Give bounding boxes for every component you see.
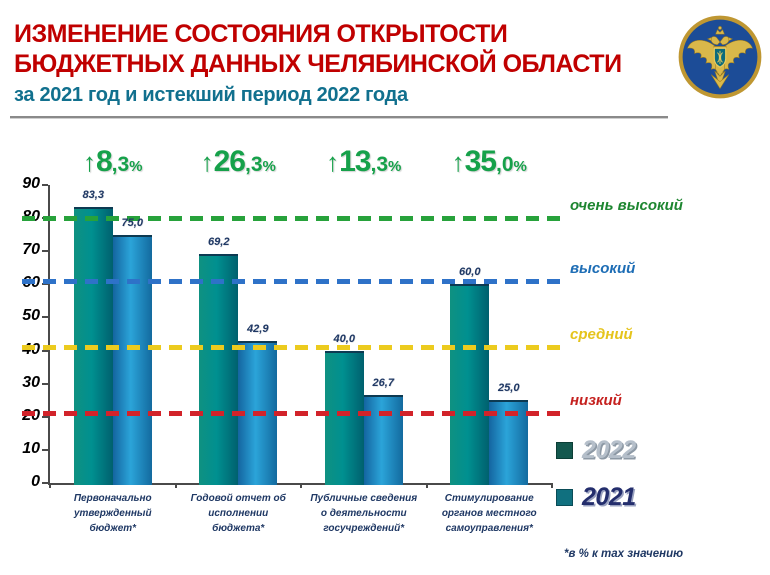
y-axis-tick-label: 70	[22, 241, 40, 259]
header-divider	[10, 116, 668, 119]
y-axis-tick	[42, 283, 48, 286]
y-axis-tick-label: 90	[22, 175, 40, 192]
bar-2022-3	[324, 350, 364, 485]
bar-value-label: 60,0	[459, 266, 481, 279]
y-axis-tick	[42, 349, 48, 352]
growth-percent-label: ↑8,3%	[43, 145, 183, 179]
y-axis-tick-label: 10	[22, 439, 40, 457]
page-title-line-2: БЮДЖЕТНЫХ ДАННЫХ ЧЕЛЯБИНСКОЙ ОБЛАСТИ	[14, 50, 622, 78]
y-axis-tick-label: 50	[22, 307, 40, 325]
bar-value-label: 25,0	[498, 382, 520, 395]
threshold-label: высокий	[570, 260, 636, 278]
bar-value-label: 42,9	[247, 322, 269, 335]
y-axis-tick	[42, 250, 48, 253]
growth-dec: ,3	[370, 153, 389, 176]
y-axis-tick	[42, 382, 48, 385]
growth-arrow: ↑	[326, 147, 340, 177]
legend-swatch-2022	[556, 442, 573, 459]
bar-2021-3	[363, 394, 403, 485]
legend-item-2022: 2022	[556, 436, 636, 465]
growth-percent-label: ↑35,0%	[419, 145, 559, 179]
bar-value-label: 75,0	[121, 216, 143, 229]
growth-pct: %	[513, 158, 527, 175]
x-axis-tick	[49, 483, 51, 488]
bar-value-label: 40,0	[333, 332, 355, 345]
growth-dec: ,0	[496, 153, 514, 176]
category-label: Стимулирование органов местного самоупра…	[441, 493, 537, 534]
threshold-line-очень-высокий	[22, 216, 560, 222]
growth-percent-label: ↑26,3%	[168, 145, 308, 179]
growth-pct: %	[388, 158, 402, 175]
legend-item-2021: 2021	[556, 483, 636, 512]
threshold-line-средний	[22, 345, 560, 351]
bar-value-label: 83,3	[82, 189, 104, 202]
growth-main: 13	[339, 145, 371, 178]
bar-2021-1	[112, 234, 152, 485]
category-label: Годовой отчет об исполнении бюджета*	[190, 493, 286, 534]
growth-main: 26	[213, 145, 246, 178]
growth-pct: %	[262, 158, 276, 175]
threshold-label: очень высокий	[570, 197, 683, 215]
growth-dec: ,3	[111, 153, 130, 176]
growth-arrow: ↑	[82, 147, 96, 177]
category-label: Первоначально утвержденный бюджет*	[73, 493, 152, 534]
bar-chart-plot-area: 010203040506070809083,369,240,060,075,04…	[22, 145, 683, 534]
growth-arrow: ↑	[200, 147, 214, 177]
y-axis-tick-label: 30	[22, 373, 40, 391]
growth-percent-label: ↑13,3%	[294, 145, 434, 179]
y-axis-tick	[42, 316, 48, 319]
page-subtitle: за 2021 год и истекший период 2022 года	[14, 84, 408, 106]
chart-legend: 2022 2021	[556, 436, 636, 530]
growth-dec: ,3	[245, 153, 263, 176]
threshold-line-низкий	[22, 411, 560, 417]
bar-2022-2	[199, 253, 239, 485]
y-axis-tick-label: 0	[31, 473, 40, 490]
y-axis-tick	[42, 448, 48, 451]
x-axis-tick	[551, 483, 553, 488]
chart-footnote: *в % к max значению	[564, 548, 684, 560]
x-axis-tick	[300, 483, 302, 488]
growth-main: 35	[464, 145, 497, 178]
x-axis-tick	[174, 483, 177, 488]
page-title-line-1: ИЗМЕНЕНИЕ СОСТОЯНИЯ ОТКРЫТОСТИ	[14, 20, 508, 48]
growth-arrow: ↑	[451, 147, 465, 177]
category-label: Публичные сведения о деятельности госучр…	[310, 493, 418, 534]
growth-main: 8	[95, 145, 113, 178]
x-axis-tick	[425, 483, 428, 488]
y-axis-tick	[42, 415, 48, 418]
threshold-label: низкий	[570, 392, 622, 410]
legend-label-2022: 2022	[582, 436, 636, 464]
bar-value-label: 69,2	[208, 235, 230, 248]
y-axis-tick	[42, 184, 48, 186]
legend-swatch-2021	[556, 489, 573, 506]
legend-label-2021: 2021	[582, 483, 636, 511]
y-axis-tick	[42, 482, 48, 484]
threshold-line-высокий	[22, 279, 560, 285]
threshold-label: средний	[570, 326, 633, 344]
treasury-eagle-emblem-icon	[678, 15, 762, 99]
growth-pct: %	[129, 158, 143, 175]
bar-2022-4	[450, 284, 490, 485]
bar-value-label: 26,7	[372, 376, 394, 389]
